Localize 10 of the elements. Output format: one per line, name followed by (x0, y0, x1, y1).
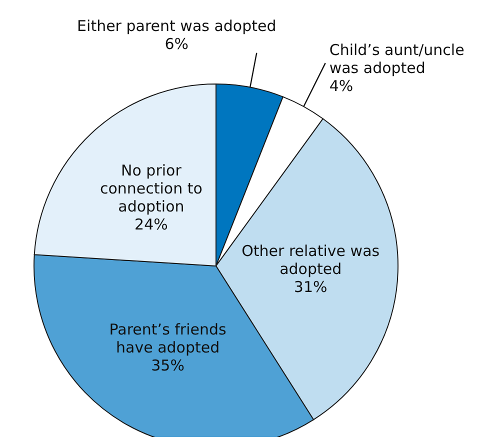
data-label: 24% (134, 215, 168, 234)
slice-label: No prior connection to adoption (100, 161, 202, 216)
slice-label: Either parent was adopted (77, 16, 276, 35)
data-label: 31% (294, 278, 328, 296)
data-label: 6% (164, 34, 189, 53)
slice-label: Parent’s friends have adopted (109, 320, 227, 357)
slice-label: Other relative was adopted (242, 242, 380, 278)
slice-label: Child’s aunt/uncle was adopted (329, 41, 464, 78)
data-label: 4% (329, 77, 354, 96)
data-label: 35% (151, 356, 184, 375)
